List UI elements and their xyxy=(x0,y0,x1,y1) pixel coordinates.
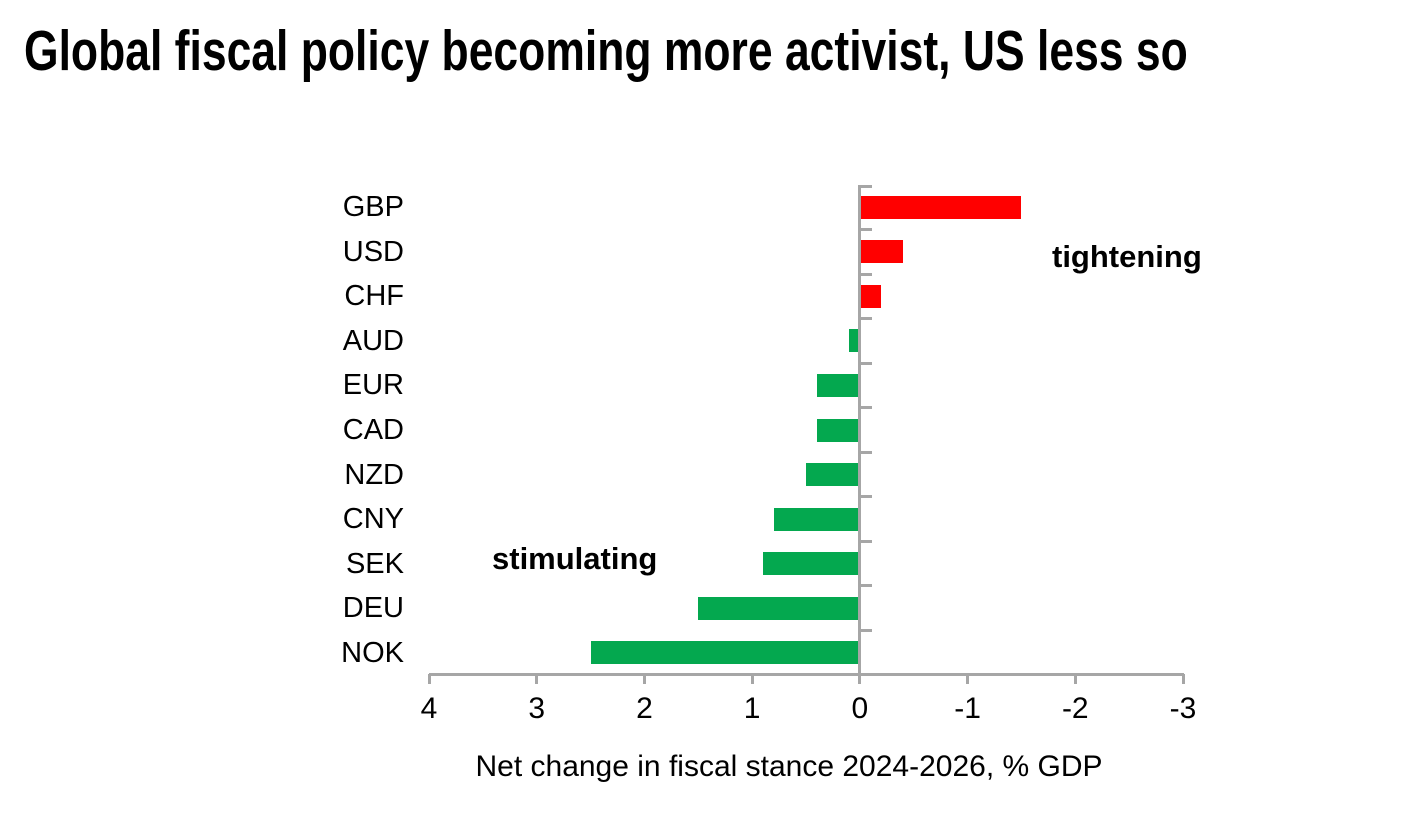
bar-usd xyxy=(859,240,903,264)
bar-nok xyxy=(590,641,860,665)
x-axis-tick xyxy=(966,674,970,684)
x-tick-label--2: -2 xyxy=(1061,692,1089,725)
zero-axis-tick xyxy=(859,228,872,232)
annotation-stimulating: stimulating xyxy=(492,541,658,576)
zero-axis-tick xyxy=(859,584,872,588)
x-axis-tick xyxy=(535,674,539,684)
bar-eur xyxy=(816,373,860,397)
bar-deu xyxy=(698,596,860,620)
zero-axis-tick xyxy=(859,272,872,276)
x-axis-tick xyxy=(858,674,862,684)
zero-axis-tick xyxy=(859,361,872,365)
x-tick-label-1: 1 xyxy=(743,692,761,725)
zero-axis-tick xyxy=(859,406,872,410)
x-axis-tick xyxy=(750,674,754,684)
bar-gbp xyxy=(859,195,1022,219)
x-axis-tick xyxy=(427,674,431,684)
x-axis-tick xyxy=(642,674,646,684)
plot-area: 4 3 2 1 0 -1 -2 -3 xyxy=(421,185,1196,725)
zero-axis-tick xyxy=(859,539,872,543)
x-tick-label-0: 0 xyxy=(851,692,869,725)
x-tick-label-4: 4 xyxy=(420,692,438,725)
zero-axis-tick xyxy=(859,317,872,321)
x-axis-line xyxy=(429,672,1184,676)
chart-title: Global fiscal policy becoming more activ… xyxy=(24,19,1188,83)
x-axis-tick xyxy=(1073,674,1077,684)
bar-cad xyxy=(816,418,860,442)
x-axis-title: Net change in fiscal stance 2024-2026, %… xyxy=(475,750,1103,783)
x-axis-tick xyxy=(1181,674,1185,684)
zero-axis-line xyxy=(858,185,862,675)
x-tick-label-3: 3 xyxy=(528,692,546,725)
y-tick-label-cad: CAD xyxy=(342,414,404,446)
y-tick-label-gbp: GBP xyxy=(342,191,404,224)
bar-chf xyxy=(859,284,882,308)
bar-sek xyxy=(762,552,860,576)
x-tick-label--3: -3 xyxy=(1169,692,1197,725)
y-tick-label-usd: USD xyxy=(342,235,404,268)
y-tick-label-aud: AUD xyxy=(342,324,404,357)
bar-aud xyxy=(849,329,860,353)
zero-axis-tick xyxy=(859,185,872,188)
y-tick-label-nzd: NZD xyxy=(344,458,404,491)
y-tick-label-nok: NOK xyxy=(341,636,404,669)
y-tick-label-sek: SEK xyxy=(345,547,404,580)
x-tick-label-2: 2 xyxy=(636,692,653,725)
zero-axis-tick xyxy=(859,450,872,454)
y-tick-label-deu: DEU xyxy=(342,592,404,625)
zero-axis-tick xyxy=(859,495,872,499)
y-tick-label-cny: CNY xyxy=(342,503,404,536)
annotation-tightening: tightening xyxy=(1052,239,1202,274)
bar-nzd xyxy=(806,463,860,487)
bar-cny xyxy=(773,507,860,531)
y-tick-label-eur: EUR xyxy=(342,369,404,402)
y-tick-label-chf: CHF xyxy=(344,280,404,313)
zero-axis-tick xyxy=(859,628,872,632)
x-tick-label--1: -1 xyxy=(954,692,981,725)
